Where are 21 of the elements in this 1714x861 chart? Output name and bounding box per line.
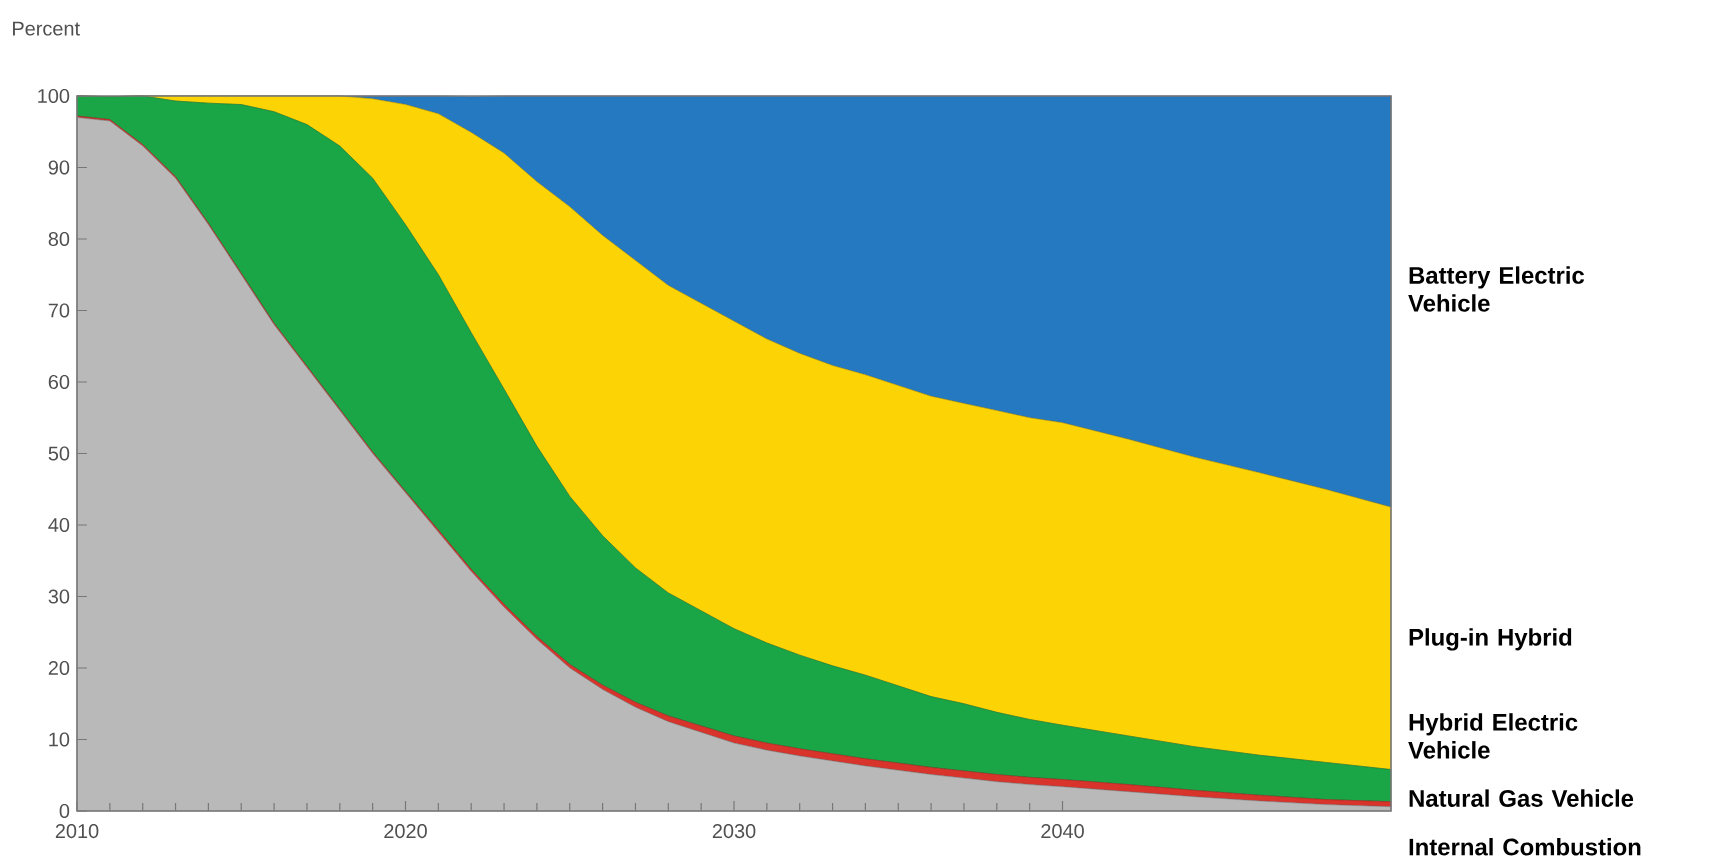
y-tick-label: 60	[48, 374, 70, 390]
y-tick-label: 40	[48, 517, 70, 533]
x-tick-label: 2020	[384, 824, 427, 839]
x-tick-label: 2030	[712, 824, 756, 839]
series-label: Plug-in Hybrid	[1409, 628, 1572, 651]
x-tick-label: 2010	[55, 824, 99, 839]
y-tick-label: 30	[48, 589, 70, 604]
y-axis-title: Percent	[13, 21, 80, 36]
series-label: Natural Gas Vehicle	[1409, 789, 1634, 807]
series-label: Hybrid Electric Vehicle	[1408, 713, 1578, 759]
y-tick-label: 20	[48, 660, 70, 676]
y-tick-label: 50	[48, 446, 70, 461]
series-label: Battery Electric Vehicle	[1408, 266, 1585, 312]
y-tick-label: 70	[48, 303, 70, 318]
x-tick-label: 2040	[1041, 824, 1084, 839]
y-tick-label: 100	[38, 88, 70, 104]
y-tick-label: 0	[59, 803, 70, 819]
y-tick-label: 90	[48, 160, 70, 175]
y-tick-label: 10	[49, 732, 70, 747]
y-tick-label: 80	[48, 231, 70, 247]
series-label: Internal Combustion	[1409, 837, 1641, 856]
